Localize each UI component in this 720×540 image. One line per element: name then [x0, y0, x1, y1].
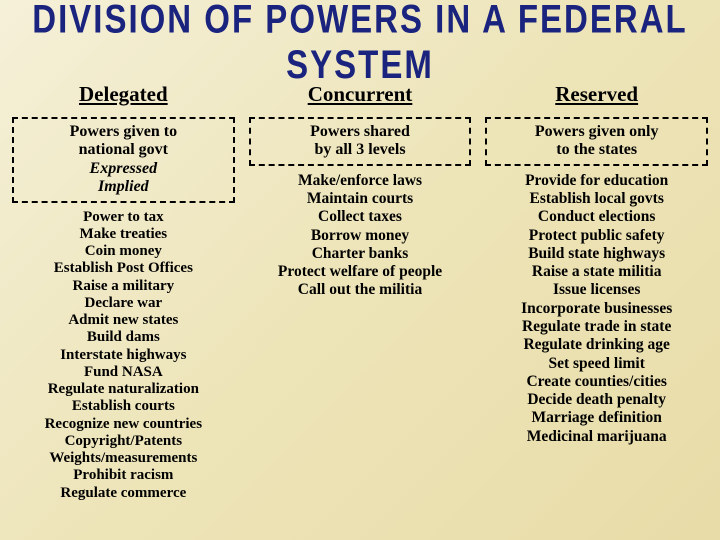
list-item: Collect taxes — [245, 208, 476, 226]
list-item: Interstate highways — [8, 347, 239, 364]
list-item: Build dams — [8, 329, 239, 346]
list-item: Maintain courts — [245, 190, 476, 208]
list-item: Copyright/Patents — [8, 433, 239, 450]
list-item: Regulate trade in state — [481, 318, 712, 336]
column-concurrent: Concurrent Powers shared by all 3 levels… — [245, 82, 476, 502]
column-reserved: Reserved Powers given only to the states… — [481, 82, 712, 502]
subtitle-line: by all 3 levels — [253, 141, 468, 159]
list-item: Weights/measurements — [8, 450, 239, 467]
list-item: Raise a state militia — [481, 263, 712, 281]
subtitle-italic-line: Expressed — [16, 160, 231, 178]
items-list-delegated: Power to tax Make treaties Coin money Es… — [8, 209, 239, 502]
subtitle-line: to the states — [489, 141, 704, 159]
list-item: Recognize new countries — [8, 416, 239, 433]
list-item: Make/enforce laws — [245, 172, 476, 190]
subtitle-line: Powers given only — [489, 123, 704, 141]
list-item: Regulate commerce — [8, 485, 239, 502]
subtitle-line: Powers shared — [253, 123, 468, 141]
list-item: Decide death penalty — [481, 391, 712, 409]
subtitle-line: Powers given to — [16, 123, 231, 141]
list-item: Raise a military — [8, 278, 239, 295]
subtitle-line: national govt — [16, 141, 231, 159]
list-item: Declare war — [8, 295, 239, 312]
list-item: Establish courts — [8, 398, 239, 415]
list-item: Power to tax — [8, 209, 239, 226]
column-delegated: Delegated Powers given to national govt … — [8, 82, 239, 502]
items-list-reserved: Provide for education Establish local go… — [481, 172, 712, 446]
list-item: Call out the militia — [245, 281, 476, 299]
list-item: Establish Post Offices — [8, 260, 239, 277]
list-item: Prohibit racism — [8, 467, 239, 484]
list-item: Make treaties — [8, 226, 239, 243]
list-item: Establish local govts — [481, 190, 712, 208]
list-item: Marriage definition — [481, 409, 712, 427]
list-item: Borrow money — [245, 227, 476, 245]
subtitle-box-reserved: Powers given only to the states — [485, 117, 708, 166]
list-item: Regulate drinking age — [481, 336, 712, 354]
columns-container: Delegated Powers given to national govt … — [0, 82, 720, 502]
list-item: Medicinal marijuana — [481, 428, 712, 446]
list-item: Protect welfare of people — [245, 263, 476, 281]
list-item: Protect public safety — [481, 227, 712, 245]
list-item: Admit new states — [8, 312, 239, 329]
list-item: Charter banks — [245, 245, 476, 263]
list-item: Build state highways — [481, 245, 712, 263]
subtitle-italic-line: Implied — [16, 178, 231, 196]
subtitle-box-delegated: Powers given to national govt Expressed … — [12, 117, 235, 203]
list-item: Conduct elections — [481, 208, 712, 226]
list-item: Coin money — [8, 243, 239, 260]
page-title: DIVISION OF POWERS IN A FEDERAL SYSTEM — [0, 0, 720, 90]
list-item: Regulate naturalization — [8, 381, 239, 398]
list-item: Issue licenses — [481, 281, 712, 299]
list-item: Fund NASA — [8, 364, 239, 381]
subtitle-box-concurrent: Powers shared by all 3 levels — [249, 117, 472, 166]
items-list-concurrent: Make/enforce laws Maintain courts Collec… — [245, 172, 476, 300]
list-item: Set speed limit — [481, 355, 712, 373]
list-item: Incorporate businesses — [481, 300, 712, 318]
list-item: Create counties/cities — [481, 373, 712, 391]
list-item: Provide for education — [481, 172, 712, 190]
